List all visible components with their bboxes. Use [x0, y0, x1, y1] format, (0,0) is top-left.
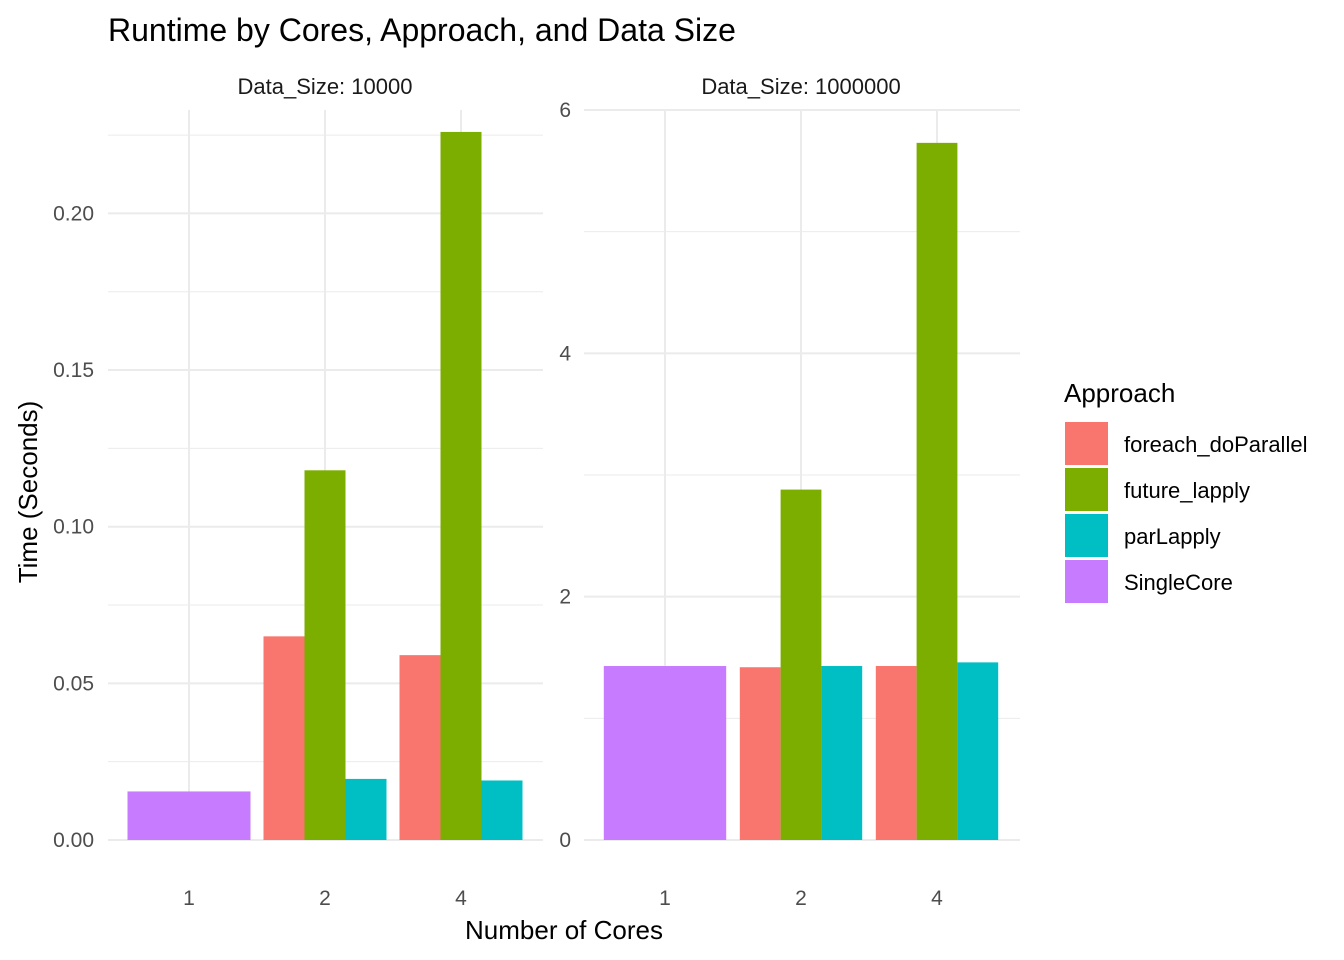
x-tick-label-small: 1: [183, 887, 195, 910]
bar-future_lapply-cores-4-large: [916, 142, 958, 841]
legend-key-parLapply: [1065, 514, 1108, 557]
x-axis-title: Number of Cores: [465, 915, 663, 945]
legend-label-SingleCore: SingleCore: [1124, 570, 1233, 595]
bar-future_lapply-cores-4-small: [440, 131, 482, 840]
legend-key-SingleCore: [1065, 560, 1108, 603]
y-tick-label-large: 0: [559, 829, 571, 852]
legend-key-foreach_doParallel: [1065, 422, 1108, 465]
bar-future_lapply-cores-2-small: [304, 470, 346, 840]
legend-key-future_lapply: [1065, 468, 1108, 511]
x-tick-label-small: 4: [455, 887, 467, 910]
x-tick-label-large: 4: [931, 887, 943, 910]
chart-title: Runtime by Cores, Approach, and Data Siz…: [108, 12, 736, 48]
bar-foreach_doParallel-cores-2-large: [739, 667, 781, 840]
bar-foreach_doParallel-cores-4-small: [399, 655, 441, 840]
facet-panel-small: Data_Size: 10000 0.00 0.05 0.10 0.15 0.20 1 2 4: [53, 74, 543, 910]
y-tick-label-small: 0.15: [53, 359, 94, 382]
bar-parLapply-cores-4-large: [957, 662, 999, 840]
bar-parLapply-cores-4-small: [481, 780, 523, 840]
x-tick-label-large: 2: [795, 887, 807, 910]
y-tick-label-small: 0.20: [53, 202, 94, 225]
bar-SingleCore-cores-1-large: [603, 666, 727, 840]
y-tick-label-large: 2: [559, 586, 571, 609]
y-tick-label-small: 0.00: [53, 829, 94, 852]
facet-panel-large: Data_Size: 1000000 0 2 4 6 1 2 4: [559, 74, 1020, 910]
y-tick-label-large: 6: [559, 99, 571, 122]
bar-parLapply-cores-2-small: [345, 778, 387, 840]
y-tick-label-large: 4: [559, 342, 571, 365]
legend: Approach foreach_doParallel future_lapply…: [1064, 378, 1307, 603]
bar-parLapply-cores-2-large: [821, 666, 863, 840]
bar-foreach_doParallel-cores-4-large: [875, 666, 917, 840]
x-tick-label-large: 1: [659, 887, 671, 910]
legend-label-future_lapply: future_lapply: [1124, 478, 1250, 503]
y-axis-title: Time (Seconds): [13, 401, 43, 584]
x-tick-label-small: 2: [319, 887, 331, 910]
y-tick-label-small: 0.10: [53, 516, 94, 539]
bar-foreach_doParallel-cores-2-small: [263, 636, 305, 840]
facet-label-large: Data_Size: 1000000: [701, 74, 900, 99]
bar-future_lapply-cores-2-large: [780, 489, 822, 840]
legend-label-parLapply: parLapply: [1124, 524, 1221, 549]
facet-label-small: Data_Size: 10000: [238, 74, 413, 99]
legend-label-foreach_doParallel: foreach_doParallel: [1124, 432, 1307, 457]
y-tick-label-small: 0.05: [53, 672, 94, 695]
bar-SingleCore-cores-1-small: [127, 791, 251, 840]
legend-title: Approach: [1064, 378, 1175, 408]
